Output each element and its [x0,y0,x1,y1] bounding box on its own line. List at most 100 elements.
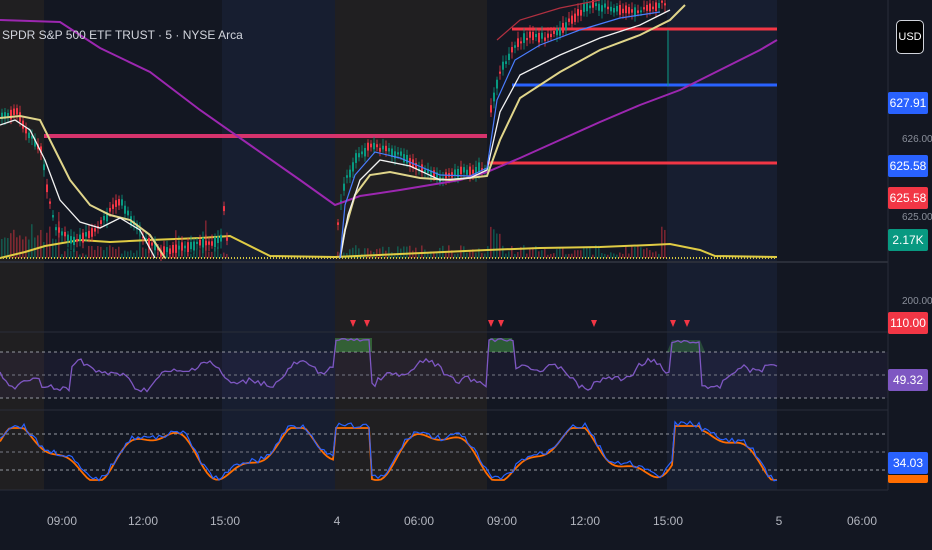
candle-body [640,10,642,13]
candle-body [55,227,57,231]
volume-bar [61,254,63,258]
volume-bar [124,250,126,258]
volume-bar [586,247,588,258]
candle-body [646,4,648,11]
volume-bar [7,238,9,258]
price-tag-close[interactable]: 625.58 [888,187,928,209]
candle-body [388,148,390,152]
candle-body [166,247,168,253]
candle-body [394,151,396,159]
candle-body [199,239,201,246]
price-tag-stoch[interactable]: 34.03 [888,452,928,474]
candle-body [625,5,627,14]
candle-body [28,132,30,139]
volume-bar [655,251,657,258]
candle-body [76,239,78,242]
candle-body [493,92,495,102]
volume-bar [67,248,69,258]
price-tag-last[interactable]: 625.58 [888,155,928,177]
volume-bar [478,248,480,258]
candle-body [214,237,216,248]
volume-bar [436,252,438,258]
volume-bar [526,253,528,258]
candle-body [505,61,507,65]
time-axis-label: 09:00 [46,514,78,528]
candle-body [226,237,228,241]
candle-body [472,169,474,174]
price-tag-rsi[interactable]: 49.32 [888,369,928,391]
volume-bar [604,253,606,258]
currency-button[interactable]: USD [896,20,924,54]
volume-bar [538,251,540,258]
time-axis-label: 12:00 [569,514,601,528]
volume-bar [619,252,621,258]
volume-bar [556,249,558,258]
volume-bar [454,254,456,258]
candle-body [373,142,375,150]
volume-bar [118,246,120,258]
candle-body [151,242,153,246]
candle-body [601,5,603,12]
price-tag-volume[interactable]: 2.17K [888,229,928,251]
volume-bar [376,249,378,258]
volume-bar [211,251,213,258]
candle-body [127,210,129,216]
premarket-shade-2 [335,0,487,490]
volume-bar [1,238,3,258]
candle-body [643,7,645,10]
candle-body [184,245,186,249]
volume-bar [199,249,201,258]
candle-body [616,6,618,12]
premarket-shade-1 [0,0,44,490]
volume-bar [109,245,111,258]
candle-body [613,7,615,13]
price-tag-ema200[interactable]: 627.91 [888,92,928,114]
candle-body [382,145,384,150]
candle-body [121,199,123,206]
volume-bar [493,229,495,258]
volume-bar [640,247,642,258]
candle-body [172,244,174,253]
candle-body [49,201,51,204]
volume-bar [49,226,51,258]
candle-body [622,8,624,14]
candle-body [145,238,147,241]
volume-bar [643,249,645,258]
volume-bar [595,245,597,258]
candle-body [91,228,93,237]
volume-bar [28,239,30,258]
volume-bar [403,246,405,258]
candle-body [361,151,363,155]
volume-bar [628,253,630,258]
volume-bar [421,245,423,258]
candle-body [64,231,66,237]
candle-body [604,3,606,8]
volume-bar [367,248,369,258]
volume-bar [544,249,546,258]
time-axis-label: 5 [775,514,783,528]
volume-bar [208,251,210,258]
volume-bar [637,245,639,258]
volume-bar [514,253,516,258]
volume-bar [430,251,432,258]
volume-bar [88,245,90,258]
candle-body [433,170,435,178]
volume-bar [64,251,66,258]
stoch-pane [0,420,888,482]
volume-bar [91,246,93,258]
volume-bar [475,252,477,258]
candle-body [73,236,75,246]
sell-signal-markers [350,320,690,327]
sell-signal-marker [670,320,676,327]
volume-bar [355,245,357,258]
candle-body [352,162,354,172]
volume-bar [103,250,105,258]
ema-red-upper [496,0,601,41]
volume-bar [574,250,576,258]
candle-body [544,37,546,41]
candle-body [82,232,84,243]
volume-bar [457,253,459,258]
candle-body [532,31,534,41]
price-tag-rsi-upper[interactable]: 110.00 [888,312,928,334]
